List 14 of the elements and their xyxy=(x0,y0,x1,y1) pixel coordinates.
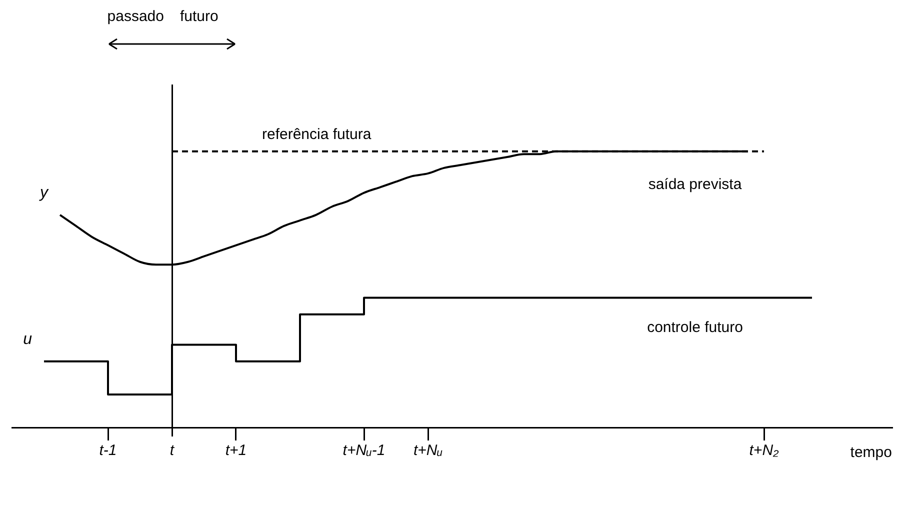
text: passado xyxy=(107,8,164,26)
x-tick-label: t+Nᵤ xyxy=(413,442,443,459)
x-tick-label: t+Nᵤ-1 xyxy=(342,442,386,459)
x-tick-label: t+N₂ xyxy=(749,442,780,459)
text: futuro xyxy=(180,8,218,26)
annotation: controle futuro xyxy=(647,319,743,336)
text: referência futura xyxy=(262,126,372,144)
annotation: saída prevista xyxy=(648,176,742,194)
x-tick-label: t+1 xyxy=(225,442,247,459)
series-label: u xyxy=(23,330,32,348)
x-tick-label: t-1 xyxy=(99,442,117,459)
x-axis-title: tempo xyxy=(850,444,892,461)
series-label: y xyxy=(39,184,49,202)
x-tick-label: t xyxy=(170,442,175,459)
